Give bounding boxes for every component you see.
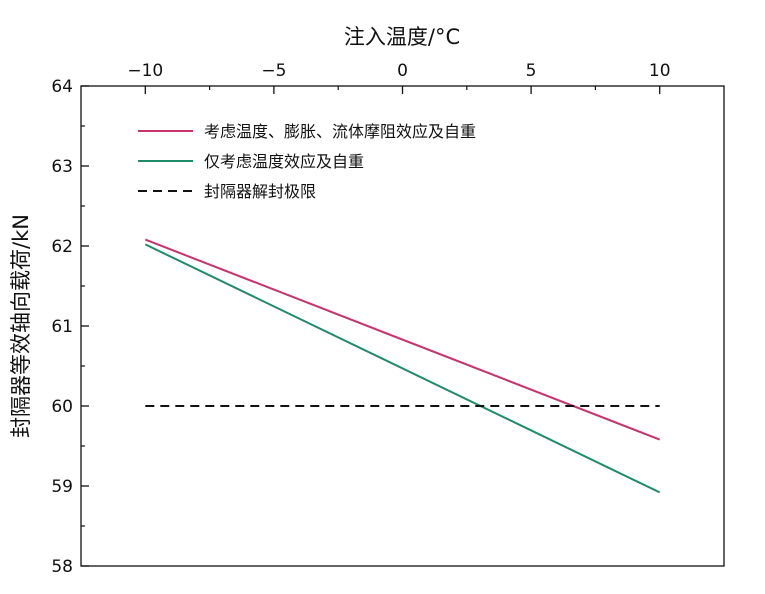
y-tick-label: 59: [51, 477, 73, 497]
axis-ticks: −10 −5 0 5 10 58 59 60 61 62 63 64: [51, 61, 670, 577]
x-tick-label: 5: [526, 61, 537, 81]
y-tick-label: 64: [51, 77, 73, 97]
x-tick-label: 10: [649, 61, 671, 81]
x-axis-title: 注入温度/°C: [344, 25, 460, 49]
y-tick-label: 58: [51, 557, 73, 577]
y-tick-label: 61: [51, 317, 73, 337]
plot-frame: [80, 85, 725, 567]
x-tick-label: −5: [261, 61, 286, 81]
x-tick-label: 0: [397, 61, 408, 81]
y-axis-title: 封隔器等效轴向载荷/kN: [9, 214, 33, 438]
legend-label: 考虑温度、膨胀、流体摩阻效应及自重: [204, 122, 476, 141]
y-tick-label: 62: [51, 237, 73, 257]
y-tick-label: 60: [51, 397, 73, 417]
legend-label: 仅考虑温度效应及自重: [204, 152, 364, 171]
series-lines: [144, 238, 661, 494]
x-tick-label: −10: [127, 61, 163, 81]
series-line-2: [144, 243, 661, 494]
series-line-1: [144, 238, 661, 441]
legend-label: 封隔器解封极限: [204, 182, 316, 201]
y-tick-label: 63: [51, 157, 73, 177]
